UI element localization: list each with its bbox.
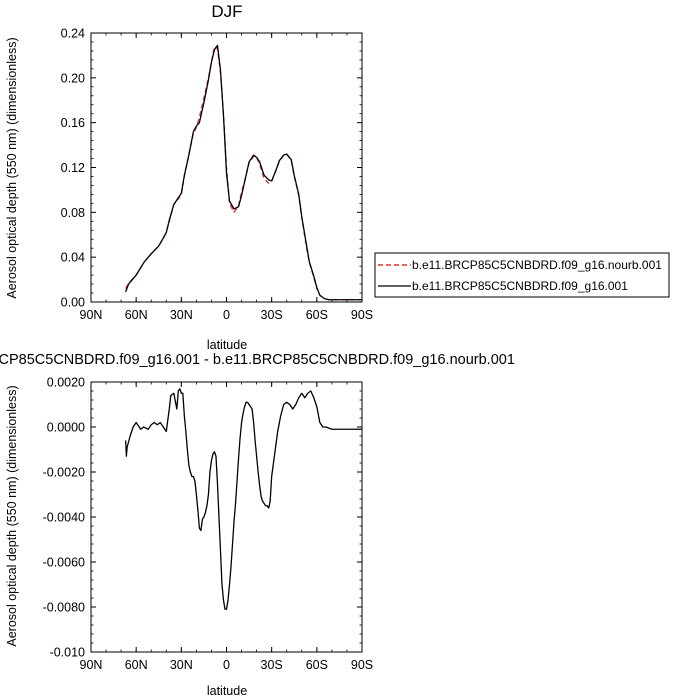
chart-bottom-ytick-label: -0.0080 — [43, 601, 85, 615]
chart-bottom-ytick-label: -0.0060 — [43, 556, 85, 570]
chart-bottom-title: b.e11.BRCP85C5CNBDRD.f09_g16.001 - b.e11… — [0, 352, 515, 368]
chart-top-ylabel: Aerosol optical depth (550 nm) (dimensio… — [5, 37, 19, 298]
chart-bottom-xtick-label: 60N — [125, 658, 148, 672]
chart-top-xtick-label: 30S — [261, 308, 283, 322]
chart-top-xtick-label: 60S — [306, 308, 328, 322]
chart-bottom-frame — [90, 381, 363, 653]
legend-label-control: b.e11.BRCP85C5CNBDRD.f09_g16.001 — [412, 279, 628, 293]
chart-top-ytick-label: 0.24 — [61, 27, 85, 41]
chart-top-axes: 90N 60N 30N 0 30S 60S 90S 0.00 0.04 0.08 0.12 0.16 0… — [61, 27, 373, 323]
chart-top-xtick-label: 60N — [125, 308, 148, 322]
chart-top-ytick-label: 0.20 — [61, 71, 85, 85]
chart-bottom-ytick-label: -0.0040 — [43, 511, 85, 525]
chart-bottom-xtick-label: 0 — [223, 658, 230, 672]
chart-top-frame — [90, 32, 363, 303]
chart-bottom-ytick-label: 0.0020 — [47, 376, 85, 390]
legend-label-nourb: b.e11.BRCP85C5CNBDRD.f09_g16.nourb.001 — [412, 258, 662, 272]
chart-bottom-xtick-label: 30S — [261, 658, 283, 672]
chart-bottom-xtick-label: 30N — [170, 658, 193, 672]
chart-bottom-axes: 90N 60N 30N 0 30S 60S 90S 0.0020 0.0000 -0.0020 -0… — [43, 376, 374, 673]
chart-top: DJF Aerosol optical depth (550 nm) (dime… — [5, 2, 373, 352]
chart-top-xtick-label: 0 — [223, 308, 230, 322]
chart-top-xtick-label: 90S — [351, 308, 373, 322]
chart-bottom-xlabel: latitude — [207, 684, 247, 698]
chart-top-xlabel: latitude — [207, 338, 247, 352]
chart-top-ytick-label: 0.12 — [61, 161, 85, 175]
chart-bottom-series-line-1 — [124, 388, 362, 610]
chart-top-xtick-label: 90N — [80, 308, 103, 322]
chart-top-ytick-label: 0.04 — [61, 251, 85, 265]
chart-top-xtick-label: 30N — [170, 308, 193, 322]
chart-bottom-plot-area — [124, 388, 362, 610]
chart-bottom-xtick-label: 90S — [351, 658, 373, 672]
chart-top-ytick-label: 0.16 — [61, 116, 85, 130]
chart-bottom-xtick-label: 90N — [80, 658, 103, 672]
chart-bottom-ytick-label: 0.0000 — [47, 421, 85, 435]
chart-bottom-ytick-label: -0.0020 — [43, 466, 85, 480]
chart-top-ytick-label: 0.08 — [61, 206, 85, 220]
legend: b.e11.BRCP85C5CNBDRD.f09_g16.nourb.001 b… — [374, 252, 670, 298]
chart-bottom: b.e11.BRCP85C5CNBDRD.f09_g16.001 - b.e11… — [0, 352, 515, 698]
chart-top-ytick-label: 0.00 — [61, 296, 85, 310]
chart-bottom-ytick-label: -0.010 — [50, 646, 85, 660]
chart-top-series-line-2 — [125, 44, 362, 301]
chart-top-title: DJF — [211, 2, 242, 21]
chart-bottom-xtick-label: 60S — [306, 658, 328, 672]
chart-top-plot-area — [125, 44, 362, 301]
chart-bottom-ylabel: Aerosol optical depth (550 nm) (dimensio… — [5, 385, 19, 646]
legend-box — [374, 252, 670, 298]
chart-top-series-line-1 — [125, 45, 362, 301]
